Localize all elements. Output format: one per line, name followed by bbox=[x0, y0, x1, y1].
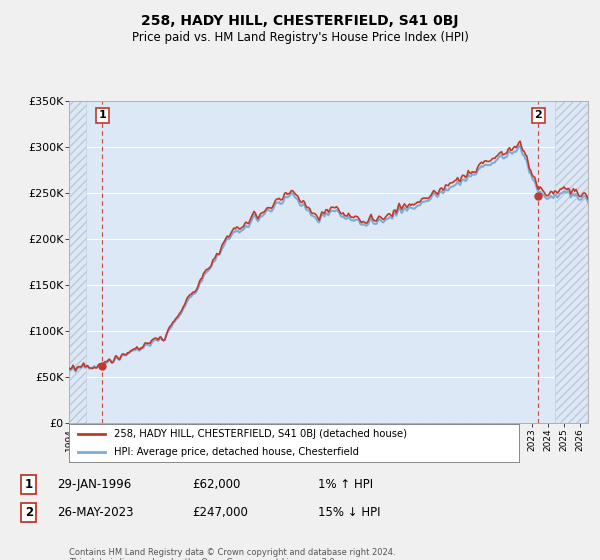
Text: 2: 2 bbox=[25, 506, 33, 519]
Text: 258, HADY HILL, CHESTERFIELD, S41 0BJ: 258, HADY HILL, CHESTERFIELD, S41 0BJ bbox=[141, 14, 459, 28]
Text: 26-MAY-2023: 26-MAY-2023 bbox=[57, 506, 133, 519]
Bar bbox=[555, 101, 588, 423]
Text: 1: 1 bbox=[25, 478, 33, 491]
Text: Price paid vs. HM Land Registry's House Price Index (HPI): Price paid vs. HM Land Registry's House … bbox=[131, 31, 469, 44]
Text: 2: 2 bbox=[535, 110, 542, 120]
Text: £62,000: £62,000 bbox=[192, 478, 241, 491]
Bar bbox=[69, 101, 86, 423]
Text: HPI: Average price, detached house, Chesterfield: HPI: Average price, detached house, Ches… bbox=[114, 447, 359, 457]
Text: 258, HADY HILL, CHESTERFIELD, S41 0BJ (detached house): 258, HADY HILL, CHESTERFIELD, S41 0BJ (d… bbox=[114, 429, 407, 439]
Text: 1% ↑ HPI: 1% ↑ HPI bbox=[318, 478, 373, 491]
Text: 29-JAN-1996: 29-JAN-1996 bbox=[57, 478, 131, 491]
Text: 1: 1 bbox=[98, 110, 106, 120]
Text: £247,000: £247,000 bbox=[192, 506, 248, 519]
Text: 15% ↓ HPI: 15% ↓ HPI bbox=[318, 506, 380, 519]
Text: Contains HM Land Registry data © Crown copyright and database right 2024.: Contains HM Land Registry data © Crown c… bbox=[69, 548, 395, 557]
Text: This data is licensed under the Open Government Licence v3.0.: This data is licensed under the Open Gov… bbox=[69, 558, 337, 560]
